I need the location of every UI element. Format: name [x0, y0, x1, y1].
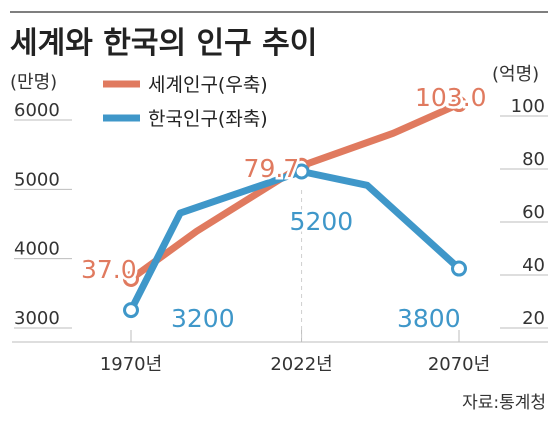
right-tick-label: 60	[522, 202, 545, 223]
right-axis-ticks: 100 80 60 40 20	[511, 96, 545, 329]
right-tick-label: 100	[511, 96, 545, 117]
korea-data-label: 5200	[290, 207, 354, 236]
right-axis-unit: (억명)	[492, 64, 539, 85]
left-axis-unit: (만명)	[10, 72, 57, 93]
legend-label-korea: 한국인구(좌축)	[148, 108, 268, 130]
world-point-marker	[451, 96, 467, 113]
world-population-line	[127, 100, 463, 283]
left-tick-label: 3000	[14, 308, 60, 329]
left-tick-label: 5000	[14, 169, 60, 190]
x-tick-label: 1970년	[100, 354, 162, 375]
left-tick-label: 4000	[14, 239, 60, 260]
x-tick-label: 2022년	[270, 354, 332, 375]
left-tick-label: 6000	[14, 100, 60, 121]
x-axis-ticks: 1970년 2022년 2070년	[100, 354, 490, 375]
world-data-label: 37.0	[81, 255, 137, 284]
chart-title: 세계와 한국의 인구 추이	[10, 26, 317, 61]
korea-point-marker	[451, 260, 467, 277]
data-labels: 37.0 79.7 103.0 3200 5200 3800	[79, 81, 490, 336]
world-data-label: 79.7	[244, 154, 300, 183]
world-data-label: 103.0	[415, 83, 487, 112]
korea-data-label: 3200	[171, 304, 235, 333]
left-axis-ticks: 6000 5000 4000 3000	[14, 100, 60, 329]
world-point-marker	[123, 270, 139, 287]
gridlines	[14, 115, 548, 342]
right-tick-label: 80	[522, 149, 545, 170]
series-layer	[123, 96, 467, 319]
x-tick-label: 2070년	[428, 354, 490, 375]
korea-point-marker	[123, 302, 139, 319]
korea-point-marker	[293, 163, 310, 180]
right-tick-label: 40	[522, 255, 545, 276]
legend: 세계인구(우축) 한국인구(좌축)	[103, 74, 268, 130]
source-note: 자료:통계청	[462, 393, 546, 413]
legend-label-world: 세계인구(우축)	[148, 74, 268, 96]
korea-data-label: 3800	[397, 304, 461, 333]
right-tick-label: 20	[522, 308, 545, 329]
